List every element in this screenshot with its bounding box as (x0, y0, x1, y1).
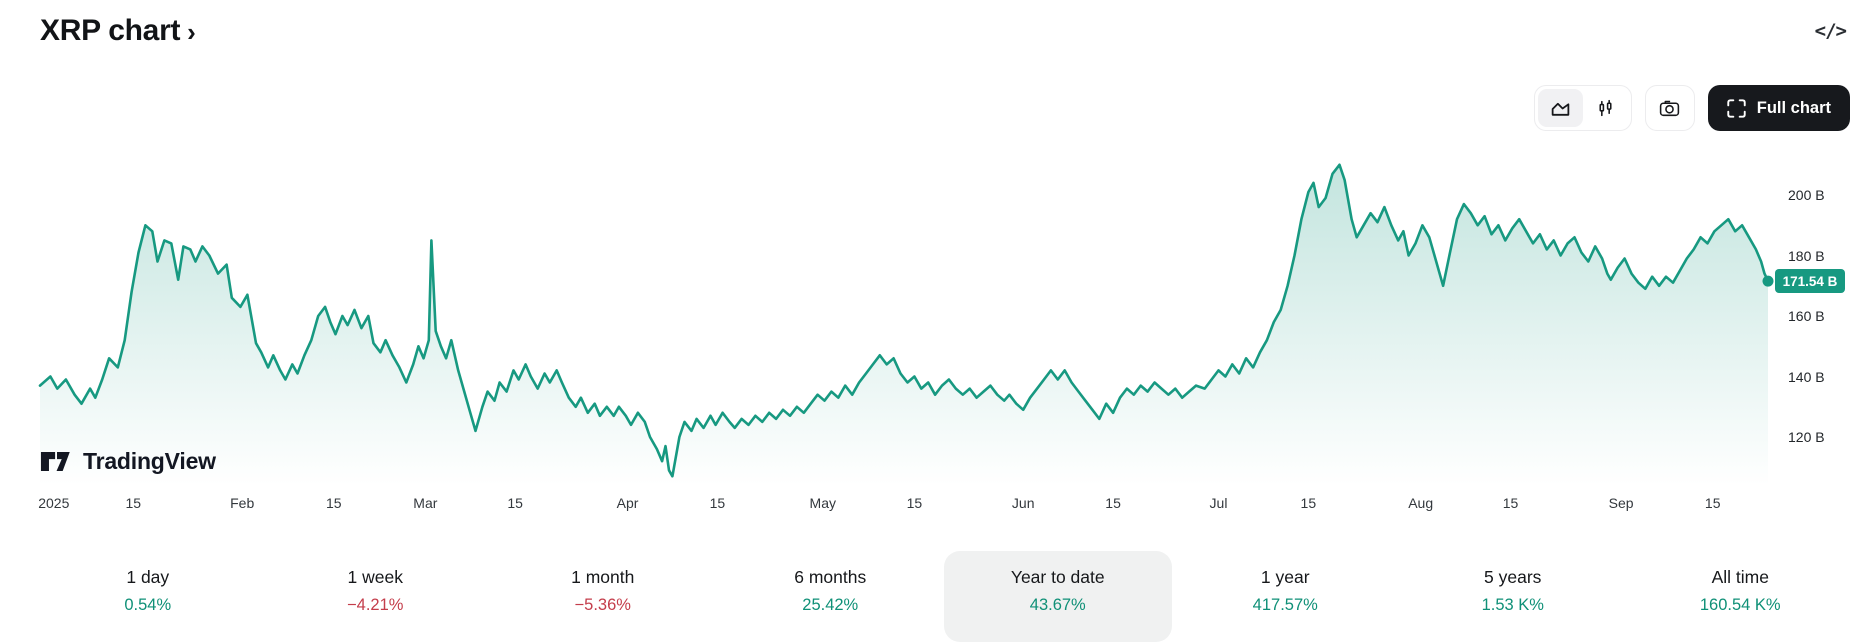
period-label: All time (1711, 567, 1769, 587)
x-axis-label: 15 (1502, 495, 1519, 511)
x-axis-label: 15 (507, 495, 523, 511)
x-axis-label: Apr (616, 495, 639, 511)
page-title: XRP chart (40, 14, 181, 47)
x-axis-label: Jul (1209, 495, 1228, 511)
period-tab-1-year[interactable]: 1 year 417.57% (1172, 551, 1400, 642)
x-axis-label: May (809, 495, 837, 511)
x-axis-label: Jun (1011, 495, 1035, 511)
period-tab-1-month[interactable]: 1 month −5.36% (489, 551, 717, 642)
x-axis-label: 2025 (38, 495, 70, 511)
area-fill (40, 164, 1768, 487)
period-label: 6 months (794, 567, 867, 587)
y-axis: 200 B 180 B 160 B 140 B 120 B 171.54 B (1770, 148, 1873, 493)
x-axis-label: Mar (413, 495, 438, 511)
y-axis-label: 200 B (1788, 187, 1825, 203)
period-change-value: 160.54 K% (1699, 596, 1781, 614)
x-axis: 2025 15 Feb 15 Mar 15 Apr 15 May 15 Jun 15 Jul 15 Aug 1… (38, 495, 1768, 515)
x-axis-label: Aug (1408, 495, 1434, 511)
x-axis-label: 15 (906, 495, 923, 511)
price-area-chart[interactable] (38, 148, 1774, 488)
period-change-value: 417.57% (1252, 596, 1318, 614)
period-tabs: 1 day 0.54% 1 week −4.21% 1 month −5.36% 6 mon… (34, 551, 1854, 642)
chart-title-link[interactable]: XRP chart › (40, 14, 196, 48)
x-axis-label: 15 (709, 495, 726, 511)
period-label: 1 week (347, 567, 403, 587)
x-axis-label: 15 (125, 495, 142, 511)
period-label: 5 years (1484, 567, 1542, 587)
chart-type-segmented-control (1533, 85, 1632, 131)
period-change-value: −5.36% (574, 596, 631, 614)
period-change-value: 1.53 K% (1481, 596, 1544, 614)
period-change-value: −4.21% (347, 596, 404, 614)
chevron-right-icon: › (187, 16, 196, 47)
camera-icon (1660, 100, 1680, 116)
period-change-value: 0.54% (124, 596, 172, 614)
current-value-badge: 171.54 B (1775, 269, 1845, 294)
period-change-value: 43.67% (1029, 596, 1086, 614)
area-chart-type-button[interactable] (1537, 89, 1583, 127)
area-chart-icon (1551, 102, 1570, 116)
period-label: 1 year (1260, 567, 1310, 587)
period-tab-1-day[interactable]: 1 day 0.54% (34, 551, 262, 642)
y-axis-label: 160 B (1788, 308, 1825, 324)
x-axis-label: Feb (230, 495, 255, 511)
last-price-dot (1762, 275, 1774, 287)
period-tab-6-months[interactable]: 6 months 25.42% (717, 551, 945, 642)
period-label: Year to date (1010, 567, 1105, 587)
tradingview-attribution[interactable]: TradingView (40, 448, 216, 475)
full-chart-button[interactable]: Full chart (1707, 85, 1850, 131)
period-tab-1-week[interactable]: 1 week −4.21% (262, 551, 490, 642)
period-label: 1 day (126, 567, 170, 587)
snapshot-button[interactable] (1644, 85, 1695, 131)
x-axis-label: 15 (325, 495, 342, 511)
y-axis-label: 120 B (1788, 429, 1825, 445)
tradingview-label: TradingView (83, 448, 216, 474)
fullscreen-corners-icon (1727, 98, 1746, 118)
y-axis-label: 140 B (1788, 368, 1825, 385)
candlestick-icon (1599, 99, 1612, 116)
candlestick-chart-type-button[interactable] (1583, 89, 1628, 127)
full-chart-label: Full chart (1756, 98, 1831, 117)
period-tab-year-to-date[interactable]: Year to date 43.67% (944, 551, 1172, 642)
x-axis-label: 15 (1105, 495, 1121, 511)
price-line (38, 163, 1770, 478)
period-label: 1 month (571, 567, 635, 587)
period-change-value: 25.42% (802, 596, 859, 614)
y-axis-label: 180 B (1788, 247, 1825, 264)
embed-code-icon[interactable]: </> (1814, 20, 1847, 42)
period-tab-5-years[interactable]: 5 years 1.53 K% (1399, 551, 1627, 642)
tradingview-logo-icon (40, 452, 70, 471)
chart-toolbar: Full chart (1533, 85, 1850, 131)
x-axis-label: Sep (1608, 495, 1634, 511)
x-axis-label: 15 (1300, 495, 1317, 511)
x-axis-label: 15 (1704, 495, 1721, 511)
period-tab-all-time[interactable]: All time 160.54 K% (1627, 551, 1855, 642)
